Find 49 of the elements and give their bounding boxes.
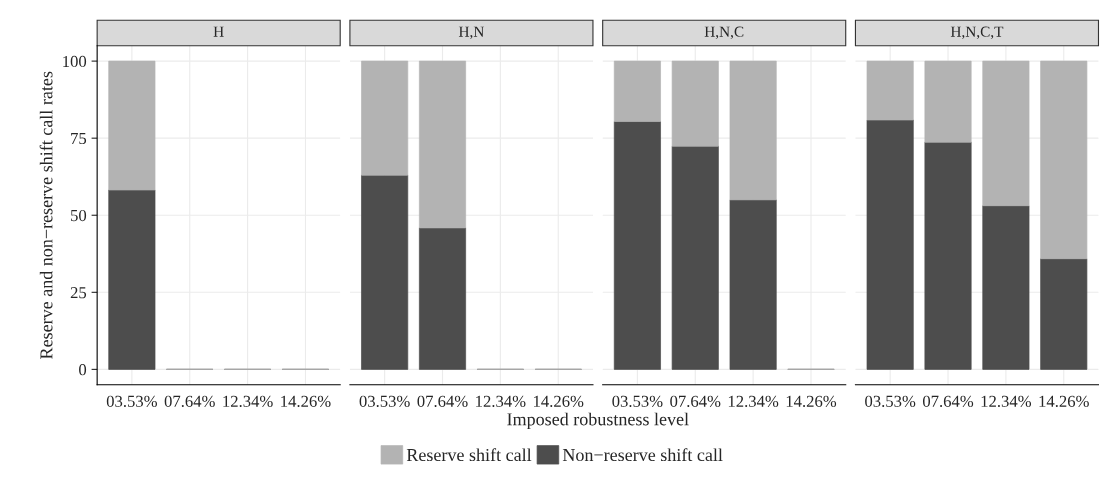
bar (924, 60, 972, 143)
bar (108, 60, 156, 191)
y-axis-title: Reserve and non−reserve shift call rates (39, 71, 53, 359)
x-tick-label: 12.34% (728, 395, 779, 408)
x-axis-title: Imposed robustness level (507, 412, 689, 430)
bar (866, 60, 914, 121)
bar (419, 227, 466, 370)
bar (361, 60, 409, 176)
x-tick-label: 07.64% (922, 395, 974, 408)
x-tick-label: 03.53% (359, 395, 410, 408)
bar (419, 60, 466, 229)
x-tick-label: 14.26% (786, 395, 837, 408)
bar (671, 60, 719, 147)
x-tick-label: 03.53% (612, 395, 663, 408)
bar (924, 141, 972, 370)
x-tick-label: 07.64% (417, 395, 468, 408)
x-tick-label: 12.34% (223, 395, 273, 408)
y-tick-label: 0 (79, 364, 87, 376)
y-tick-label: 50 (71, 209, 87, 222)
bar (866, 119, 914, 370)
bar (982, 205, 1030, 370)
bar (613, 121, 661, 370)
chart-title: H,N,C,T (950, 26, 1004, 39)
y-tick-label: 75 (71, 133, 87, 145)
x-tick-label: 14.26% (1039, 395, 1089, 408)
x-tick-label: 14.26% (281, 395, 331, 408)
x-tick-label: 07.64% (164, 395, 215, 408)
x-tick-label: 03.53% (865, 395, 916, 408)
bar (729, 199, 777, 370)
legend-label: Reserve shift call (406, 448, 532, 462)
y-tick-label: 25 (70, 287, 87, 299)
x-tick-label: 03.53% (106, 395, 157, 408)
bar (1040, 258, 1088, 370)
chart-title: H,N (458, 26, 485, 39)
bar (671, 145, 719, 370)
chart-title: H (213, 26, 224, 37)
x-tick-label: 12.34% (476, 395, 526, 408)
y-tick-label: 100 (63, 55, 87, 68)
bar (982, 60, 1030, 207)
legend-label: Non−reserve shift call (562, 448, 723, 462)
x-tick-label: 12.34% (981, 395, 1032, 408)
bar (361, 174, 409, 370)
chart-title: H,N,C (704, 26, 744, 39)
bar (1040, 60, 1088, 260)
bar (108, 189, 156, 370)
x-tick-label: 07.64% (670, 395, 721, 408)
x-tick-label: 14.26% (534, 395, 584, 408)
bar (613, 60, 661, 122)
bar (729, 60, 777, 201)
